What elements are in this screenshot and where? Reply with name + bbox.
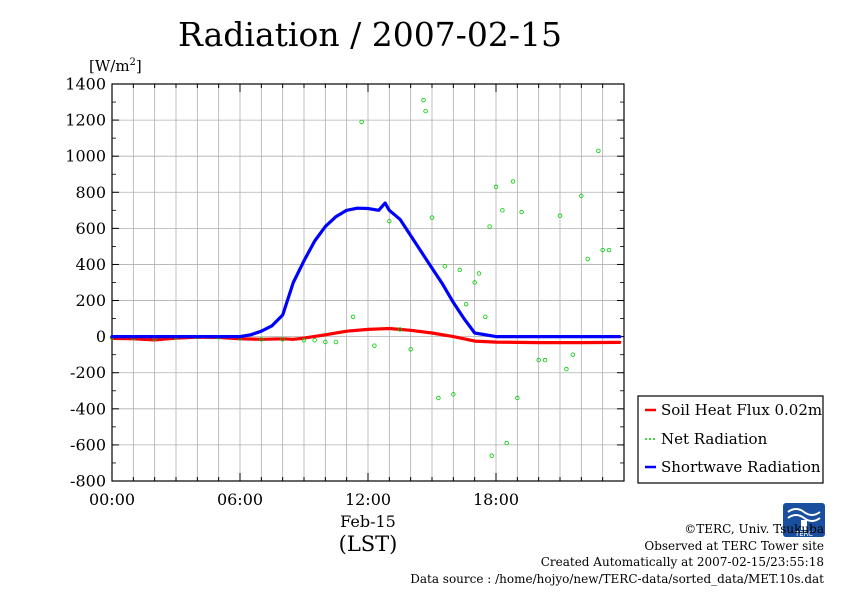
- legend-net-radiation: Net Radiation: [661, 430, 768, 448]
- net-radiation-point: [259, 337, 264, 342]
- net-radiation-point: [476, 271, 482, 276]
- y-tick-label: -200: [70, 363, 106, 382]
- y-tick-label: 1200: [65, 111, 106, 130]
- net-radiation-point: [312, 338, 317, 343]
- net-radiation-point: [397, 327, 403, 332]
- net-radiation-point: [510, 179, 516, 184]
- observed-text: Observed at TERC Tower site: [644, 539, 824, 553]
- y-tick-label: -600: [70, 435, 106, 454]
- net-radiation-point: [606, 247, 612, 253]
- net-radiation-point: [333, 339, 339, 345]
- net-radiation-point: [504, 440, 509, 446]
- net-radiation-point: [463, 301, 469, 307]
- net-radiation-point: [436, 395, 441, 401]
- source-text: Data source : /home/hojyo/new/TERC-data/…: [410, 572, 824, 586]
- net-radiation-point: [323, 339, 328, 345]
- net-radiation-point: [515, 395, 520, 401]
- net-radiation-point: [359, 119, 364, 125]
- created-text: Created Automatically at 2007-02-15/23:5…: [541, 555, 824, 569]
- net-radiation-point: [536, 357, 541, 363]
- x-tick-labels: 00:00 06:00 12:00 18:00: [89, 84, 604, 509]
- y-tick-label: 1400: [65, 75, 106, 94]
- plot-frame: [111, 83, 625, 482]
- x-tick-label: 00:00: [89, 490, 135, 509]
- net-radiation-point: [472, 280, 477, 285]
- copyright-text: ©TERC, Univ. Tsukuba: [684, 522, 824, 536]
- net-radiation-point: [483, 314, 488, 319]
- y-axis-label: [W/m2]: [89, 57, 142, 75]
- net-radiation-point: [600, 247, 605, 253]
- y-tick-label: 800: [75, 183, 106, 202]
- net-radiation-point: [557, 213, 563, 218]
- net-radiation-point: [489, 453, 494, 458]
- net-radiation-point: [280, 337, 285, 342]
- logo-text: TERC: [794, 530, 813, 538]
- net-radiation-point: [493, 184, 499, 190]
- net-radiation-point: [442, 264, 447, 269]
- net-radiation-point: [596, 148, 601, 153]
- y-tick-labels: -800 -600 -400 -200 0 200 400 600 800 1000 1200 140…: [65, 75, 624, 491]
- legend-shortwave-radiation: Shortwave Radiation: [661, 458, 821, 476]
- net-radiation-point: [457, 267, 462, 273]
- shortwave-radiation-line: [110, 201, 622, 339]
- net-radiation-point: [372, 343, 377, 348]
- net-radiation-point: [421, 98, 426, 103]
- net-radiation-point: [564, 366, 569, 372]
- legend-box: [637, 395, 824, 484]
- x-tick-label: 06:00: [217, 490, 263, 509]
- legend-soil-heat-flux: Soil Heat Flux 0.02m: [661, 401, 822, 419]
- net-radiation-point: [542, 357, 548, 363]
- net-radiation-point: [451, 392, 456, 397]
- x-date-label: Feb-15: [340, 512, 396, 531]
- x-tick-label: 12:00: [345, 490, 391, 509]
- y-tick-label: 600: [75, 219, 106, 238]
- y-tick-label: 0: [96, 327, 106, 346]
- x-tick-label: 18:00: [473, 490, 519, 509]
- series-group: [109, 98, 622, 458]
- net-radiation-point: [570, 352, 575, 357]
- grid-lines: [112, 84, 624, 481]
- y-tick-label: 200: [75, 291, 106, 310]
- net-radiation-point: [350, 314, 356, 319]
- net-radiation-point: [487, 224, 492, 229]
- x-axis-label: (LST): [339, 532, 398, 556]
- net-radiation-point: [500, 208, 505, 213]
- terc-logo: TERC: [783, 503, 825, 538]
- y-tick-label: 400: [75, 255, 106, 274]
- y-tick-label: -400: [70, 399, 106, 418]
- net-radiation-point: [301, 338, 307, 343]
- net-radiation-point: [429, 215, 435, 220]
- y-tick-label: 1000: [65, 147, 106, 166]
- net-radiation-point: [423, 108, 428, 114]
- net-radiation-point: [519, 209, 524, 215]
- net-radiation-point: [408, 347, 413, 352]
- legend: Soil Heat Flux 0.02m Net Radiation Short…: [637, 395, 824, 484]
- net-radiation-point: [579, 193, 584, 199]
- chart-title: Radiation / 2007-02-15: [178, 15, 562, 54]
- net-radiation-point: [387, 218, 392, 224]
- net-radiation-point: [585, 256, 590, 262]
- y-tick-label: -800: [70, 472, 106, 491]
